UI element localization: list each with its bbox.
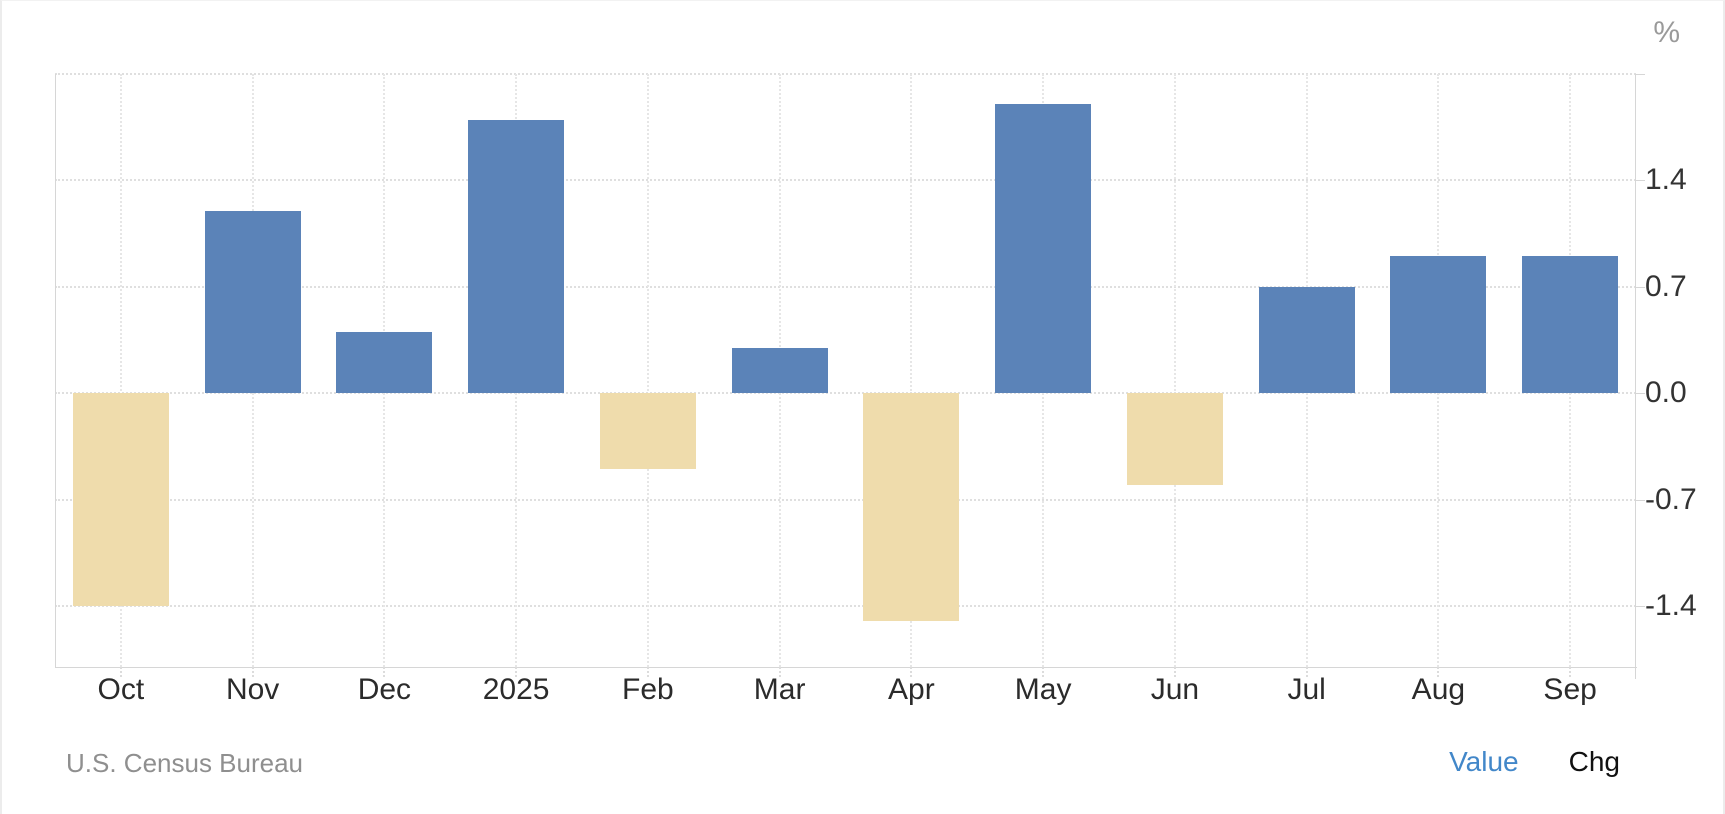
x-axis-label-Mar: Mar: [753, 673, 806, 706]
gridline-y-1.4: [55, 179, 1636, 182]
x-tick-Feb: [646, 667, 649, 677]
bar-Sep[interactable]: [1522, 256, 1619, 394]
y-axis-label--1.4: -1.4: [1645, 589, 1697, 623]
bar-May[interactable]: [995, 104, 1092, 394]
y-tick--0.7: [1635, 499, 1645, 501]
gridline-x-Oct: [119, 74, 122, 667]
gridline-x-Apr: [910, 74, 913, 667]
gridline-y-2.1: [55, 73, 1636, 75]
bar-Jun[interactable]: [1126, 393, 1223, 485]
gridline-y-0: [55, 392, 1636, 395]
bar-Dec[interactable]: [336, 332, 433, 394]
y-tick-1.4: [1635, 180, 1645, 182]
x-axis-label-May: May: [1014, 673, 1072, 706]
source-label: U.S. Census Bureau: [66, 748, 304, 778]
x-tick-Dec: [383, 667, 386, 677]
bar-Apr[interactable]: [863, 393, 960, 622]
x-tick-Aug: [1437, 667, 1440, 677]
plot-area: [55, 73, 1636, 667]
x-axis-label-Dec: Dec: [357, 673, 412, 706]
y-axis-unit-label: %: [1653, 16, 1680, 49]
gridline-y--1.4: [55, 605, 1636, 608]
x-axis-label-2025: 2025: [482, 673, 550, 706]
gridline-y--0.7: [55, 498, 1636, 501]
y-axis-label-0.7: 0.7: [1645, 269, 1687, 303]
gridline-x-Feb: [646, 74, 649, 667]
chart-mode-toggles: Value Chg: [1449, 746, 1620, 778]
x-axis-label-Oct: Oct: [97, 673, 145, 706]
x-axis-line: [55, 667, 1637, 668]
x-tick-Jul: [1305, 667, 1308, 677]
x-axis-label-Feb: Feb: [622, 673, 674, 706]
y-tick-2.1: [1635, 74, 1645, 75]
bar-Jul[interactable]: [1258, 286, 1355, 394]
bar-Mar[interactable]: [731, 347, 828, 394]
bar-Feb[interactable]: [599, 393, 696, 470]
y-axis-line-left: [55, 74, 56, 667]
bar-Nov[interactable]: [204, 210, 301, 394]
y-tick--1.4: [1635, 606, 1645, 608]
y-axis-line-right: [1635, 74, 1636, 679]
y-tick-0.7: [1635, 286, 1645, 288]
x-axis-label-Jul: Jul: [1287, 673, 1326, 706]
x-tick-Nov: [251, 667, 254, 677]
x-axis-label-Nov: Nov: [225, 673, 280, 706]
x-axis-label-Sep: Sep: [1543, 673, 1597, 706]
bar-Aug[interactable]: [1390, 256, 1487, 394]
chg-toggle-button[interactable]: Chg: [1568, 746, 1620, 777]
y-tick-0: [1635, 393, 1645, 395]
x-tick-Oct: [119, 667, 122, 677]
x-tick-Apr: [910, 667, 913, 677]
y-axis-label-0.0: 0.0: [1645, 376, 1687, 410]
x-axis-label-Jun: Jun: [1150, 673, 1200, 706]
gridline-x-Jun: [1173, 74, 1176, 667]
y-axis-label-1.4: 1.4: [1645, 163, 1687, 197]
bar-2025[interactable]: [468, 119, 565, 394]
x-tick-2025: [515, 667, 518, 677]
bar-Oct[interactable]: [72, 393, 169, 607]
x-tick-Jun: [1173, 667, 1176, 677]
x-axis-label-Aug: Aug: [1411, 673, 1466, 706]
x-tick-May: [1042, 667, 1045, 677]
gridline-y-0.7: [55, 285, 1636, 288]
y-axis-label--0.7: -0.7: [1645, 482, 1697, 516]
x-tick-Mar: [778, 667, 781, 677]
x-tick-Sep: [1569, 667, 1572, 677]
x-axis-label-Apr: Apr: [888, 673, 935, 706]
value-toggle-button[interactable]: Value: [1449, 746, 1519, 777]
